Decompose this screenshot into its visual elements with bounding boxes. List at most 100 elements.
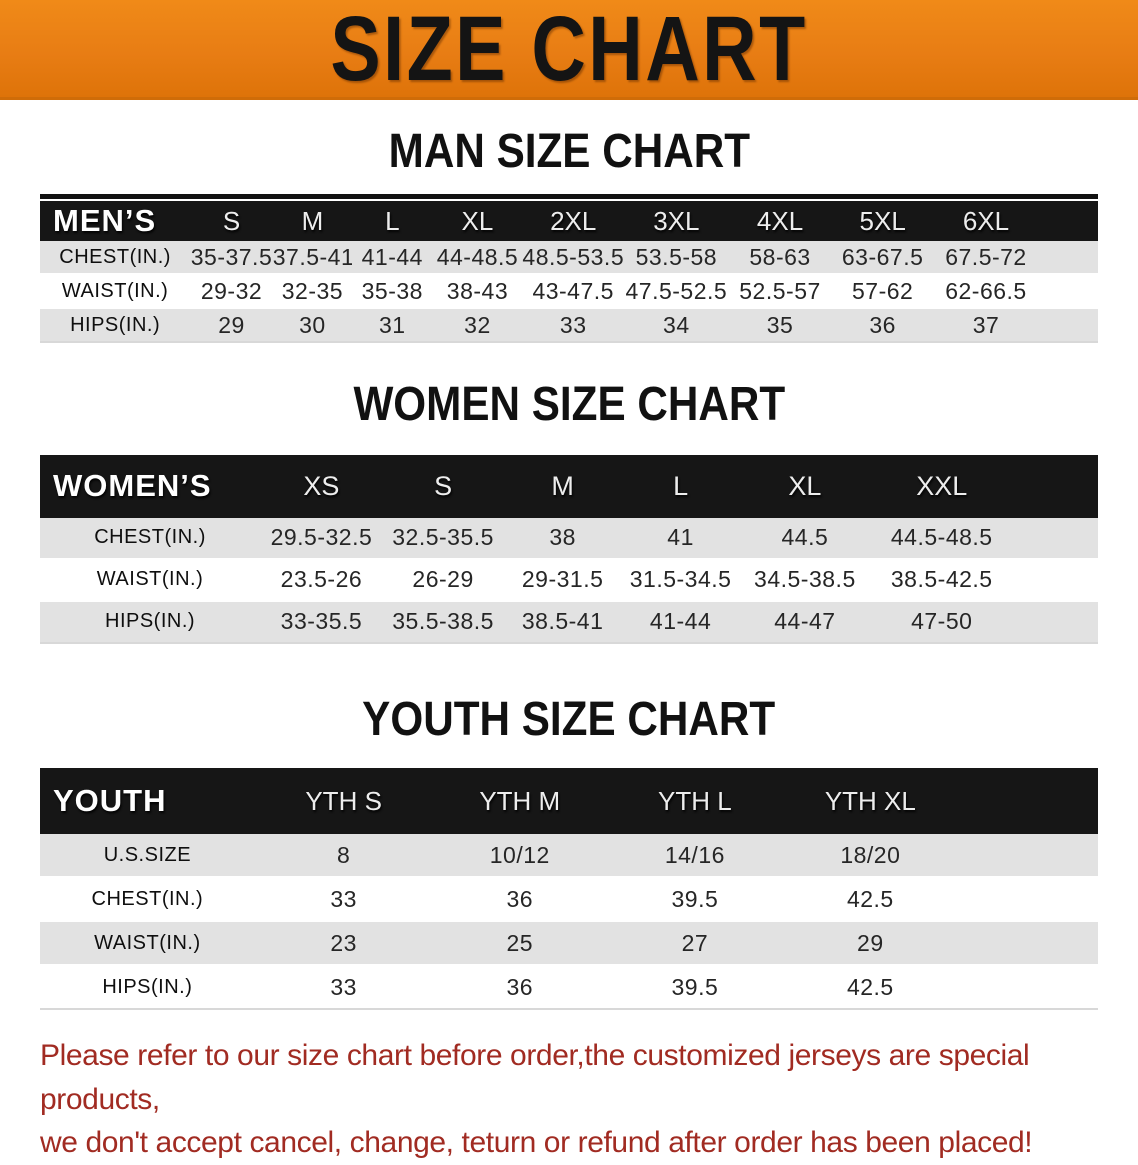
measurement-label: CHEST(IN.) xyxy=(40,241,191,276)
measurement-label: U.S.SIZE xyxy=(40,834,255,879)
measurement-row: HIPS(IN.) 29 30 31 32 33 34 35 36 37 xyxy=(40,309,1098,344)
size-column-header: 3XL xyxy=(623,201,729,242)
measurement-value: 58-63 xyxy=(728,241,832,276)
size-column-header: XL xyxy=(739,454,871,518)
measurement-row: WAIST(IN.) 29-32 32-35 35-38 38-43 43-47.5 47.… xyxy=(40,275,1098,310)
size-column-header: S xyxy=(382,454,504,518)
notice-line-2: we don't accept cancel, change, teturn o… xyxy=(40,1126,1033,1160)
measurement-value: 48.5-53.5 xyxy=(522,241,624,276)
measurement-value: 53.5-58 xyxy=(623,241,729,276)
measurement-label: CHEST(IN.) xyxy=(40,517,261,560)
measurement-value: 33 xyxy=(254,966,433,1011)
measurement-value: 39.5 xyxy=(607,966,783,1011)
measurement-value: 33 xyxy=(254,878,433,923)
measurement-label: HIPS(IN.) xyxy=(40,601,261,644)
measurement-value: 33 xyxy=(522,309,624,344)
measurement-value: 8 xyxy=(254,834,433,879)
measurement-value: 41-44 xyxy=(352,241,433,276)
notice-line-1: Please refer to our size chart before or… xyxy=(40,1039,1030,1116)
measurement-value: 32.5-35.5 xyxy=(382,517,504,560)
page-title: SIZE CHART xyxy=(330,0,808,100)
youth-size-table: YOUTH YTH S YTH M YTH L YTH XL U.S.SIZE 8 10/12… xyxy=(40,768,1098,1011)
youth-section: YOUTH SIZE CHART YOUTH YTH S YTH M YTH L YTH… xyxy=(0,692,1138,1011)
size-column-header: YTH M xyxy=(432,768,608,835)
youth-section-heading-text: YOUTH SIZE CHART xyxy=(362,692,776,746)
measurement-row: CHEST(IN.) 35-37.5 37.5-41 41-44 44-48.5 48.5… xyxy=(40,241,1098,276)
table-header-row: YOUTH YTH S YTH M YTH L YTH XL xyxy=(40,768,1098,835)
measurement-value: 42.5 xyxy=(782,966,1098,1011)
table-header-row: WOMEN’S XS S M L XL XXL xyxy=(40,454,1098,518)
size-column-header: M xyxy=(503,454,622,518)
measurement-value: 44.5-48.5 xyxy=(870,517,1098,560)
size-column-header: S xyxy=(190,201,273,242)
order-notice: Please refer to our size chart before or… xyxy=(40,1034,1100,1165)
size-column-header: L xyxy=(352,201,433,242)
measurement-value: 63-67.5 xyxy=(831,241,934,276)
measurement-value: 47-50 xyxy=(870,601,1098,644)
size-column-header: 6XL xyxy=(933,201,1098,242)
measurement-value: 31.5-34.5 xyxy=(621,559,740,602)
measurement-value: 37 xyxy=(933,309,1098,344)
men-size-table: MEN’S S M L XL 2XL 3XL 4XL 5XL 6XL CHEST(IN.) 35-37… xyxy=(40,201,1098,344)
measurement-row: WAIST(IN.) 23.5-26 26-29 29-31.5 31.5-34.5 34… xyxy=(40,559,1098,602)
banner: SIZE CHART xyxy=(0,0,1138,100)
measurement-value: 23.5-26 xyxy=(260,559,383,602)
size-column-header: XS xyxy=(260,454,383,518)
measurement-row: HIPS(IN.) 33 36 39.5 42.5 xyxy=(40,966,1098,1011)
measurement-value: 36 xyxy=(831,309,934,344)
measurement-value: 35-37.5 xyxy=(190,241,273,276)
women-section-heading: WOMEN SIZE CHART xyxy=(0,378,1138,432)
measurement-value: 52.5-57 xyxy=(728,275,832,310)
measurement-label: HIPS(IN.) xyxy=(40,966,255,1011)
size-column-header: XL xyxy=(432,201,523,242)
measurement-value: 38 xyxy=(503,517,622,560)
size-column-header: YTH S xyxy=(254,768,433,835)
measurement-value: 57-62 xyxy=(831,275,934,310)
measurement-value: 29 xyxy=(782,922,1098,967)
measurement-value: 18/20 xyxy=(782,834,1098,879)
measurement-value: 35.5-38.5 xyxy=(382,601,504,644)
measurement-value: 36 xyxy=(432,966,608,1011)
measurement-value: 32 xyxy=(432,309,523,344)
measurement-row: HIPS(IN.) 33-35.5 35.5-38.5 38.5-41 41-44 44-… xyxy=(40,601,1098,644)
measurement-value: 44-48.5 xyxy=(432,241,523,276)
measurement-value: 29.5-32.5 xyxy=(260,517,383,560)
measurement-label: HIPS(IN.) xyxy=(40,309,191,344)
measurement-value: 36 xyxy=(432,878,608,923)
measurement-value: 67.5-72 xyxy=(933,241,1098,276)
measurement-value: 14/16 xyxy=(607,834,783,879)
men-section-heading-text: MAN SIZE CHART xyxy=(388,125,750,178)
measurement-row: U.S.SIZE 8 10/12 14/16 18/20 xyxy=(40,834,1098,879)
women-size-table: WOMEN’S XS S M L XL XXL CHEST(IN.) 29.5-32.5 32.5… xyxy=(40,454,1098,644)
measurement-value: 43-47.5 xyxy=(522,275,624,310)
size-column-header: L xyxy=(621,454,740,518)
measurement-value: 44.5 xyxy=(739,517,871,560)
size-column-header: XXL xyxy=(870,454,1098,518)
size-column-header: YTH XL xyxy=(782,768,1098,835)
table-title-cell: WOMEN’S xyxy=(40,454,261,518)
size-column-header: 5XL xyxy=(831,201,934,242)
measurement-value: 23 xyxy=(254,922,433,967)
women-section-heading-text: WOMEN SIZE CHART xyxy=(353,378,785,432)
measurement-row: WAIST(IN.) 23 25 27 29 xyxy=(40,922,1098,967)
youth-section-heading: YOUTH SIZE CHART xyxy=(0,692,1138,746)
measurement-value: 35-38 xyxy=(352,275,433,310)
measurement-value: 34.5-38.5 xyxy=(739,559,871,602)
measurement-value: 62-66.5 xyxy=(933,275,1098,310)
table-header-row: MEN’S S M L XL 2XL 3XL 4XL 5XL 6XL xyxy=(40,201,1098,242)
measurement-value: 10/12 xyxy=(432,834,608,879)
measurement-value: 33-35.5 xyxy=(260,601,383,644)
measurement-value: 32-35 xyxy=(272,275,353,310)
measurement-value: 38.5-41 xyxy=(503,601,622,644)
measurement-value: 26-29 xyxy=(382,559,504,602)
women-section: WOMEN SIZE CHART WOMEN’S XS S M L XL XXL CHEST(… xyxy=(0,378,1138,644)
measurement-value: 39.5 xyxy=(607,878,783,923)
size-column-header: YTH L xyxy=(607,768,783,835)
measurement-value: 44-47 xyxy=(739,601,871,644)
measurement-value: 35 xyxy=(728,309,832,344)
measurement-value: 37.5-41 xyxy=(272,241,353,276)
measurement-value: 42.5 xyxy=(782,878,1098,923)
measurement-value: 29 xyxy=(190,309,273,344)
men-table-wrap: MEN’S S M L XL 2XL 3XL 4XL 5XL 6XL CHEST(IN.) 35-37… xyxy=(40,194,1098,344)
